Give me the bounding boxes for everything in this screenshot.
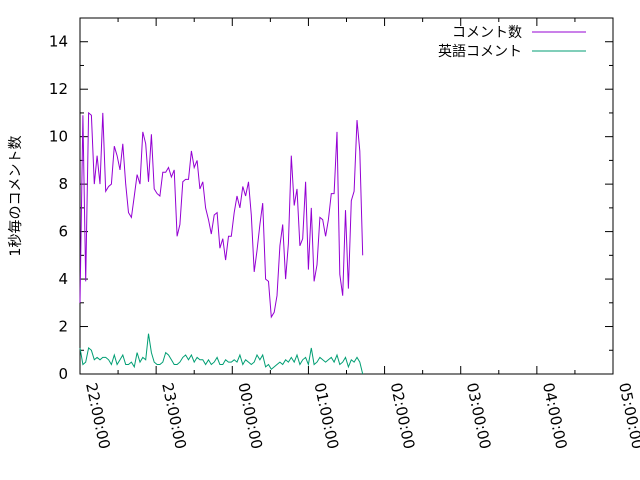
y-axis-title: 1秒毎のコメント数 (8, 136, 24, 257)
series-line-2 (79, 333, 364, 375)
y-tick-label: 2 (58, 318, 68, 336)
legend-label-1: コメント数 (452, 25, 522, 41)
x-tick-label: 03:00:00 (463, 381, 495, 451)
x-tick-label: 01:00:00 (311, 381, 343, 451)
y-tick-label: 10 (49, 128, 68, 146)
x-tick-label: 23:00:00 (158, 381, 190, 451)
x-tick-label: 05:00:00 (615, 381, 640, 451)
x-tick-label: 00:00:00 (234, 381, 266, 451)
series-lines (79, 111, 364, 375)
x-tick-labels: 22:00:00 23:00:00 00:00:00 01:00:00 02:00:00… (82, 381, 640, 451)
y-tick-labels: 0 2 4 6 8 10 12 14 (49, 33, 68, 383)
tick-marks (79, 18, 614, 375)
series-line-1 (79, 111, 364, 319)
y-tick-label: 6 (58, 223, 68, 241)
y-tick-label: 14 (49, 33, 68, 51)
y-tick-label: 12 (49, 80, 68, 98)
x-tick-label: 02:00:00 (387, 381, 419, 451)
y-tick-label: 8 (58, 175, 68, 193)
y-tick-label: 0 (58, 365, 68, 383)
x-tick-label: 04:00:00 (539, 381, 571, 451)
y-tick-label: 4 (58, 270, 68, 288)
x-tick-label: 22:00:00 (82, 381, 114, 451)
legend-label-2: 英語コメント (438, 43, 522, 60)
